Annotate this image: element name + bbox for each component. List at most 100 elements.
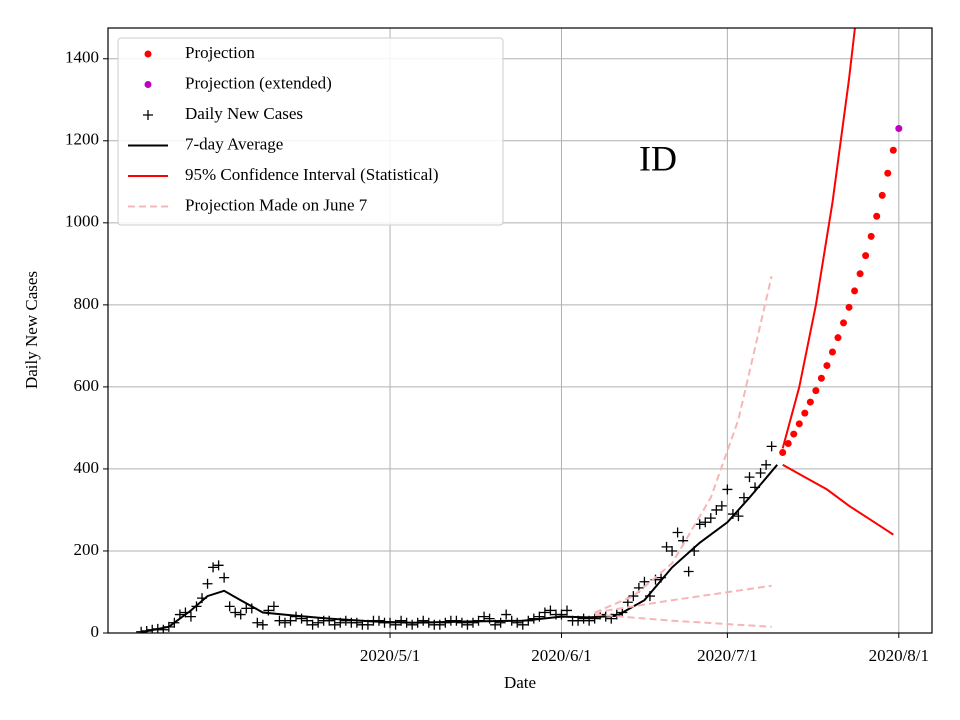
legend-label: 7-day Average: [185, 134, 283, 153]
y-tick-label: 200: [74, 540, 100, 559]
point: [252, 617, 263, 628]
point: [840, 319, 848, 327]
point: [456, 617, 467, 628]
point: [683, 566, 694, 577]
point: [716, 500, 727, 511]
series-line: [594, 275, 773, 614]
point: [268, 601, 279, 612]
point: [694, 519, 705, 530]
point: [578, 613, 589, 624]
point: [722, 484, 733, 495]
point: [407, 619, 418, 630]
point: [661, 541, 672, 552]
point: [556, 609, 567, 620]
legend-box: [117, 37, 504, 226]
legend-label: 95% Confidence Interval (Statistical): [185, 165, 439, 184]
point: [738, 492, 749, 503]
point: [812, 387, 820, 395]
legend-marker: [144, 50, 152, 58]
point: [313, 617, 324, 628]
y-tick-label: 1000: [65, 212, 99, 231]
point: [733, 511, 744, 522]
x-tick-label: 2020/8/1: [869, 646, 929, 665]
point: [761, 459, 772, 470]
legend-label: Daily New Cases: [185, 104, 303, 123]
point: [495, 617, 506, 628]
point: [801, 409, 809, 417]
legend: Projection Projection (extended) Daily New…: [117, 37, 504, 226]
point: [711, 504, 722, 515]
y-axis-label: Daily New Cases: [22, 271, 41, 389]
y-tick-label: 0: [91, 622, 100, 641]
x-axis-label: Date: [504, 673, 536, 692]
y-tick-label: 1200: [65, 130, 99, 149]
point: [501, 609, 512, 620]
point: [766, 441, 777, 452]
x-tick-label: 2020/7/1: [697, 646, 757, 665]
point: [779, 449, 787, 457]
point: [851, 287, 859, 295]
legend-label: Projection Made on June 7: [185, 195, 368, 214]
point: [639, 576, 650, 587]
point: [823, 362, 831, 370]
point: [628, 591, 639, 602]
point: [878, 191, 886, 199]
legend-label: Projection (extended): [185, 73, 332, 92]
point: [862, 252, 870, 260]
point: [889, 146, 897, 154]
annotation: ID: [639, 138, 677, 178]
point: [512, 617, 523, 628]
series-line: [594, 584, 772, 614]
point: [219, 572, 230, 583]
point: [545, 605, 556, 616]
point: [329, 619, 340, 630]
point: [667, 545, 678, 556]
point: [795, 420, 803, 428]
point: [867, 232, 875, 240]
point: [806, 398, 814, 406]
point: [230, 607, 241, 618]
point: [700, 517, 711, 528]
point: [479, 611, 490, 622]
point: [845, 303, 853, 311]
x-tick-label: 2020/5/1: [360, 646, 420, 665]
point: [224, 601, 235, 612]
series-line: [594, 613, 772, 628]
point: [884, 169, 892, 177]
plot-data: [136, 28, 903, 633]
series-line: [781, 28, 856, 449]
point: [856, 270, 864, 278]
point: [279, 617, 290, 628]
series-line: [141, 464, 778, 633]
point: [744, 472, 755, 483]
point: [834, 334, 842, 342]
point: [158, 624, 169, 633]
point: [185, 611, 196, 622]
point: [274, 615, 285, 626]
point: [895, 124, 903, 132]
point: [467, 617, 478, 628]
legend-marker: [144, 81, 152, 88]
plot-frame: [107, 27, 933, 634]
x-tick-label: 2020/6/1: [531, 646, 591, 665]
point: [418, 615, 429, 626]
y-tick-label: 600: [74, 376, 100, 395]
point: [790, 430, 798, 438]
point: [562, 605, 573, 616]
point: [396, 615, 407, 626]
y-tick-label: 400: [74, 458, 100, 477]
point: [539, 607, 550, 618]
point: [213, 560, 224, 571]
legend-marker: [143, 110, 153, 120]
point: [755, 468, 766, 479]
point: [235, 609, 246, 620]
y-tick-label: 1400: [65, 48, 99, 67]
point: [817, 374, 825, 382]
point: [285, 615, 296, 626]
legend-label: Projection: [185, 43, 255, 62]
point: [202, 578, 213, 589]
y-tick-label: 800: [74, 294, 100, 313]
point: [324, 615, 335, 626]
point: [705, 513, 716, 524]
